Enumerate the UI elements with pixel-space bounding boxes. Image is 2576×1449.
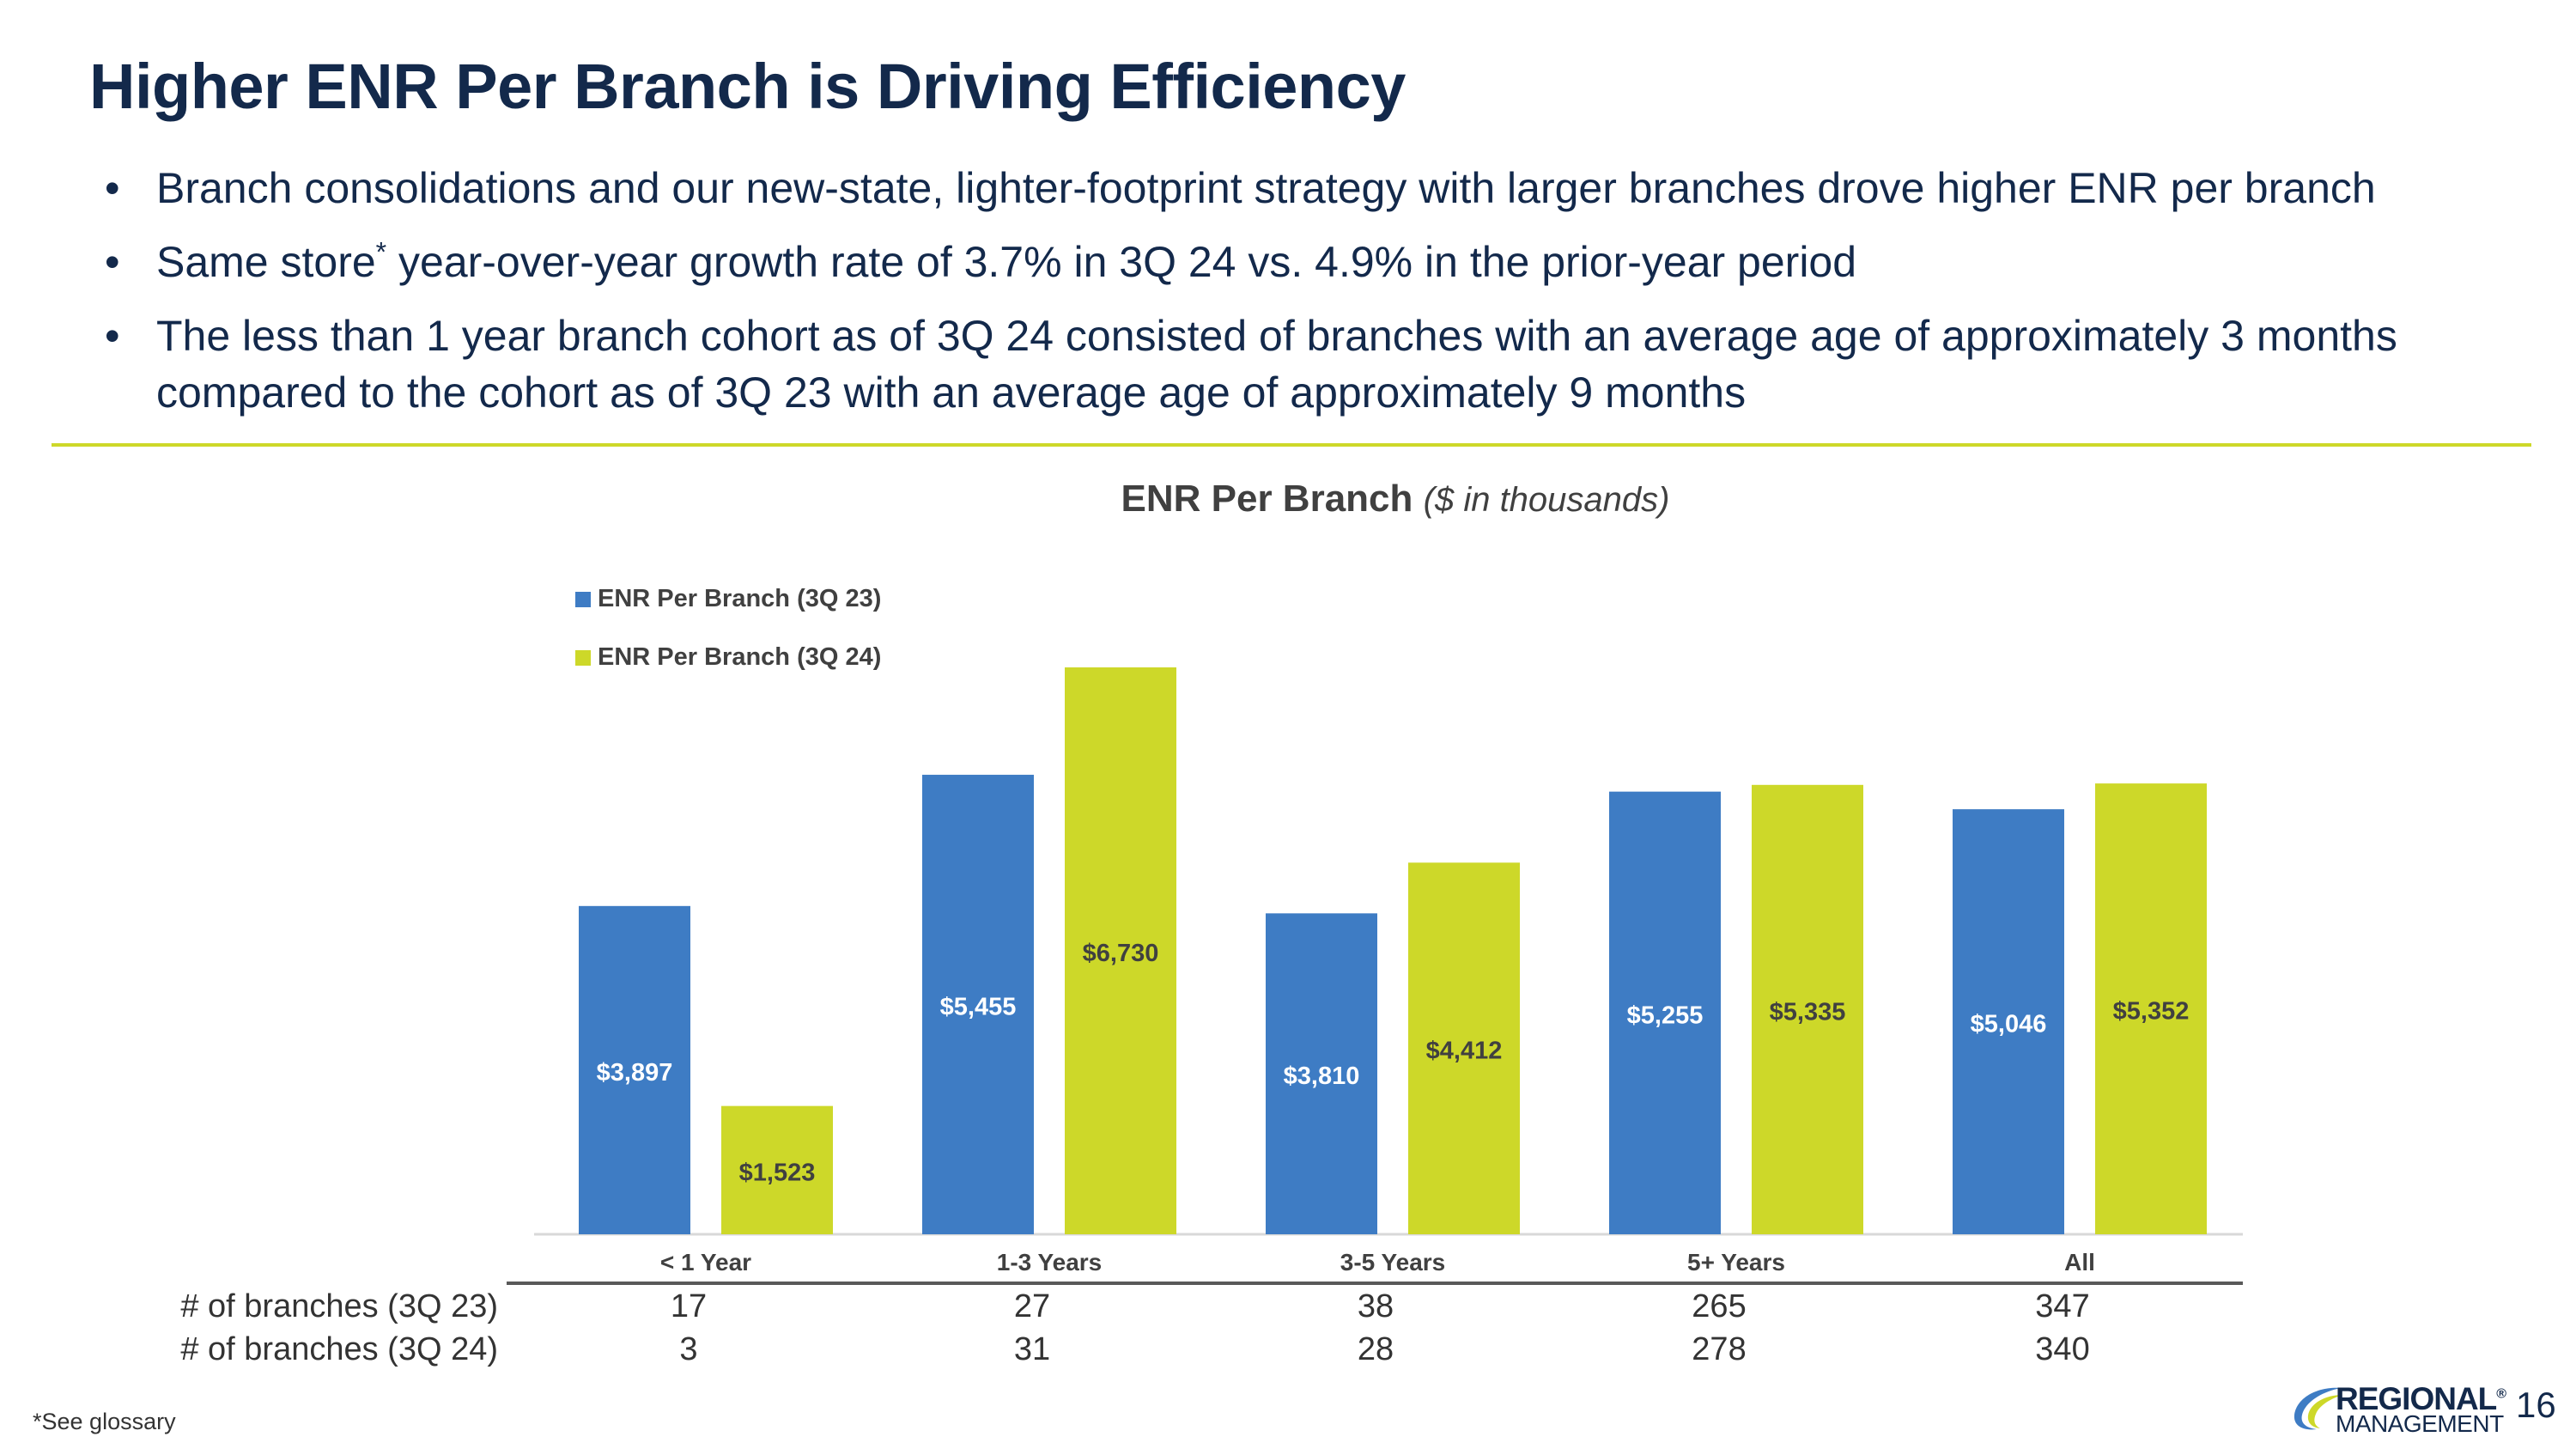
bullet-item: • The less than 1 year branch cohort as … xyxy=(103,307,2507,421)
bullet-dot: • xyxy=(105,238,120,286)
slide-title: Higher ENR Per Branch is Driving Efficie… xyxy=(89,51,1406,122)
category-label: 5+ Years xyxy=(1687,1249,1785,1275)
branch-count-row-label: # of branches (3Q 23) xyxy=(180,1288,498,1324)
bar xyxy=(1609,791,1721,1234)
regional-management-logo: REGIONAL® MANAGEMENT xyxy=(2291,1381,2523,1437)
bar xyxy=(1752,784,1863,1234)
bar xyxy=(721,1105,833,1234)
data-label: $5,046 xyxy=(1971,1011,2047,1038)
category-label: 1-3 Years xyxy=(997,1249,1103,1275)
branch-count-cell: 27 xyxy=(1013,1288,1051,1324)
category-label: < 1 Year xyxy=(660,1249,751,1275)
bar xyxy=(579,905,690,1234)
branch-count-cell: 3 xyxy=(679,1331,698,1367)
divider-rule xyxy=(52,443,2531,447)
bullet-text: Branch consolidations and our new-state,… xyxy=(156,164,2376,212)
branch-count-cell: 278 xyxy=(1692,1331,1747,1367)
bar xyxy=(1408,862,1520,1234)
branch-count-row: # of branches (3Q 23) 17 27 38 265 347 xyxy=(0,1288,2576,1331)
bullet-item: • Same store* year-over-year growth rate… xyxy=(103,234,2507,290)
bar xyxy=(2095,783,2207,1234)
legend-label: ENR Per Branch (3Q 23) xyxy=(598,585,881,612)
legend-swatch xyxy=(575,650,591,666)
branch-count-cell: 347 xyxy=(2035,1288,2090,1324)
bar xyxy=(1065,667,1176,1234)
branch-count-cell: 38 xyxy=(1357,1288,1394,1324)
legend-swatch xyxy=(575,592,591,607)
bullet-text: Same store xyxy=(156,238,376,286)
data-label: $4,412 xyxy=(1426,1038,1503,1065)
bullet-text: year-over-year growth rate of 3.7% in 3Q… xyxy=(386,238,1857,286)
bullet-list: • Branch consolidations and our new-stat… xyxy=(103,160,2507,438)
data-label: $6,730 xyxy=(1083,940,1159,967)
bar xyxy=(1953,809,2064,1234)
branch-count-row-label: # of branches (3Q 24) xyxy=(180,1331,498,1367)
branch-count-cell: 17 xyxy=(670,1288,708,1324)
logo-swoosh-icon xyxy=(2293,1387,2342,1430)
bullet-dot: • xyxy=(105,312,120,360)
data-label: $5,255 xyxy=(1627,1002,1704,1029)
footnote: *See glossary xyxy=(33,1409,176,1434)
logo-text-management: MANAGEMENT xyxy=(2336,1410,2504,1437)
data-label: $5,352 xyxy=(2113,998,2190,1026)
bar xyxy=(1266,913,1377,1234)
bar xyxy=(922,775,1034,1234)
category-label: 3-5 Years xyxy=(1340,1249,1446,1275)
data-label: $3,810 xyxy=(1284,1062,1360,1090)
branch-count-row: # of branches (3Q 24) 3 31 28 278 340 xyxy=(0,1331,2576,1374)
data-label: $5,455 xyxy=(940,994,1017,1021)
branch-count-cell: 340 xyxy=(2035,1331,2090,1367)
data-label: $1,523 xyxy=(739,1159,816,1186)
category-label: All xyxy=(2064,1249,2095,1275)
chart-title: ENR Per Branch ($ in thousands) xyxy=(0,478,2576,521)
data-label: $3,897 xyxy=(597,1059,673,1087)
bullet-text: The less than 1 year branch cohort as of… xyxy=(156,312,2397,417)
branch-count-cell: 28 xyxy=(1357,1331,1394,1367)
bullet-item: • Branch consolidations and our new-stat… xyxy=(103,160,2507,216)
footnote-marker: * xyxy=(375,236,387,268)
logo-text-regional: REGIONAL® xyxy=(2336,1381,2506,1416)
branch-count-table: # of branches (3Q 23) 17 27 38 265 347 # of br… xyxy=(0,1288,2576,1374)
legend-label: ENR Per Branch (3Q 24) xyxy=(598,643,881,671)
page-number: 16 xyxy=(2516,1385,2556,1425)
branch-count-cell: 265 xyxy=(1692,1288,1747,1324)
chart-title-subtitle: ($ in thousands) xyxy=(1423,481,1670,519)
chart-title-main: ENR Per Branch xyxy=(1121,478,1413,520)
data-label: $5,335 xyxy=(1770,998,1846,1026)
bullet-dot: • xyxy=(105,164,120,212)
branch-count-cell: 31 xyxy=(1013,1331,1051,1367)
